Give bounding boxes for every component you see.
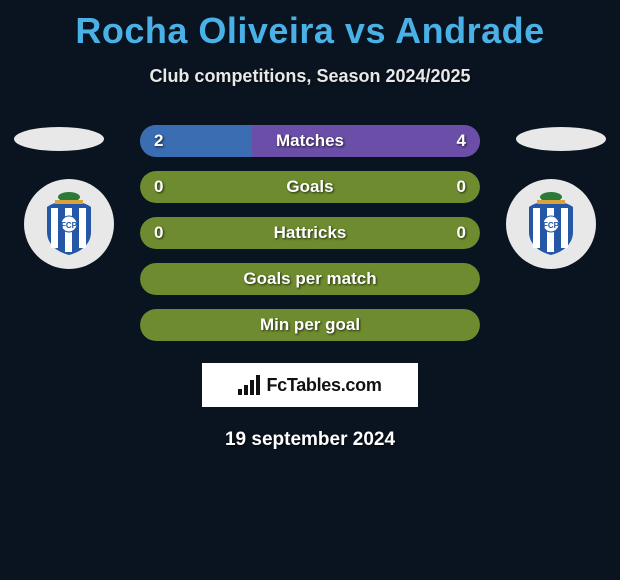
date-text: 19 september 2024 xyxy=(0,429,620,451)
watermark-text: FcTables.com xyxy=(266,375,381,396)
bar-label: Matches xyxy=(140,125,480,157)
player-ellipse-right xyxy=(516,127,606,151)
club-badge-right: FCP xyxy=(506,179,596,269)
bar-value-right: 0 xyxy=(457,217,466,249)
bar-label: Goals per match xyxy=(140,263,480,295)
comparison-area: FCP FCP 2 Matches 4 0 xyxy=(0,125,620,341)
club-shield-icon: FCP xyxy=(523,192,579,256)
subtitle: Club competitions, Season 2024/2025 xyxy=(0,66,620,87)
bar-row-hattricks: 0 Hattricks 0 xyxy=(140,217,480,249)
club-shield-icon: FCP xyxy=(41,192,97,256)
watermark-box: FcTables.com xyxy=(202,363,418,407)
bar-label: Hattricks xyxy=(140,217,480,249)
svg-text:FCP: FCP xyxy=(543,221,560,230)
stat-bars: 2 Matches 4 0 Goals 0 0 Hattricks 0 Goal… xyxy=(140,125,480,341)
bar-value-right: 4 xyxy=(457,125,466,157)
bar-label: Goals xyxy=(140,171,480,203)
bar-value-right: 0 xyxy=(457,171,466,203)
bar-row-min-per-goal: Min per goal xyxy=(140,309,480,341)
player-ellipse-left xyxy=(14,127,104,151)
page-title: Rocha Oliveira vs Andrade xyxy=(0,0,620,52)
bar-row-goals: 0 Goals 0 xyxy=(140,171,480,203)
bar-row-matches: 2 Matches 4 xyxy=(140,125,480,157)
club-badge-left: FCP xyxy=(24,179,114,269)
bar-label: Min per goal xyxy=(140,309,480,341)
svg-text:FCP: FCP xyxy=(61,221,78,230)
bar-row-goals-per-match: Goals per match xyxy=(140,263,480,295)
bars-icon xyxy=(238,375,260,395)
